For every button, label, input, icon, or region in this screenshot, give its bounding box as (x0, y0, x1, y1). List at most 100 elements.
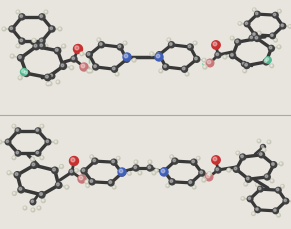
Circle shape (20, 39, 23, 42)
Circle shape (187, 44, 193, 50)
Circle shape (134, 160, 138, 164)
Circle shape (45, 11, 46, 12)
Circle shape (246, 177, 249, 180)
Circle shape (40, 44, 42, 46)
Circle shape (24, 71, 27, 74)
Circle shape (32, 209, 33, 210)
Circle shape (237, 152, 238, 153)
Circle shape (288, 25, 291, 28)
Circle shape (40, 193, 42, 195)
Circle shape (44, 44, 48, 48)
Circle shape (62, 44, 66, 48)
Circle shape (155, 169, 158, 172)
Circle shape (256, 183, 259, 186)
Circle shape (203, 59, 205, 60)
Circle shape (71, 158, 75, 162)
Circle shape (87, 69, 91, 73)
Circle shape (112, 160, 114, 163)
Circle shape (31, 162, 37, 168)
Circle shape (32, 38, 36, 42)
Circle shape (270, 179, 274, 183)
Circle shape (148, 166, 151, 169)
Circle shape (278, 10, 281, 13)
Circle shape (41, 125, 42, 127)
Circle shape (249, 35, 255, 41)
Circle shape (46, 140, 49, 143)
Circle shape (253, 33, 255, 35)
Circle shape (112, 67, 115, 70)
Circle shape (117, 157, 120, 160)
Circle shape (75, 46, 79, 50)
Circle shape (86, 184, 89, 188)
Circle shape (278, 46, 279, 47)
Circle shape (238, 22, 242, 25)
Circle shape (228, 169, 229, 171)
Circle shape (157, 53, 160, 55)
Circle shape (54, 47, 61, 54)
Circle shape (20, 68, 28, 76)
Circle shape (100, 43, 102, 45)
Circle shape (113, 186, 115, 188)
Circle shape (19, 38, 25, 44)
Circle shape (246, 176, 251, 182)
Circle shape (93, 159, 95, 162)
Circle shape (213, 157, 217, 161)
Circle shape (207, 60, 211, 64)
Circle shape (212, 156, 220, 164)
Circle shape (169, 179, 175, 185)
Circle shape (239, 22, 240, 24)
Circle shape (40, 124, 44, 128)
Circle shape (41, 157, 42, 158)
Circle shape (233, 166, 239, 172)
Circle shape (278, 214, 279, 215)
Circle shape (269, 46, 272, 49)
Circle shape (160, 70, 161, 71)
Circle shape (58, 27, 62, 31)
Circle shape (276, 188, 279, 191)
Circle shape (10, 27, 13, 30)
Circle shape (203, 179, 204, 180)
Circle shape (19, 56, 22, 58)
Circle shape (14, 172, 21, 178)
Circle shape (31, 158, 33, 160)
Circle shape (259, 153, 262, 155)
Circle shape (204, 66, 205, 67)
Circle shape (7, 171, 11, 175)
Circle shape (80, 63, 88, 71)
Circle shape (185, 72, 189, 76)
Circle shape (280, 163, 282, 164)
Circle shape (205, 173, 213, 181)
Circle shape (98, 42, 104, 48)
Circle shape (13, 192, 16, 195)
Circle shape (248, 197, 251, 199)
Circle shape (60, 63, 66, 69)
Circle shape (13, 192, 15, 194)
Circle shape (33, 43, 40, 50)
Circle shape (91, 156, 92, 157)
Circle shape (230, 54, 233, 56)
Circle shape (8, 172, 9, 173)
Circle shape (2, 27, 6, 31)
Circle shape (168, 39, 169, 40)
Circle shape (196, 157, 200, 160)
Circle shape (15, 128, 21, 134)
Circle shape (71, 67, 72, 68)
Circle shape (12, 124, 16, 128)
Circle shape (81, 64, 85, 68)
Circle shape (189, 181, 192, 183)
Circle shape (168, 42, 175, 48)
Circle shape (57, 81, 58, 82)
Circle shape (111, 66, 118, 72)
Circle shape (172, 158, 178, 164)
Circle shape (149, 161, 150, 162)
Circle shape (39, 43, 45, 49)
Circle shape (202, 178, 206, 182)
Circle shape (193, 185, 196, 189)
Circle shape (119, 169, 123, 173)
Circle shape (31, 200, 33, 203)
Circle shape (255, 207, 260, 213)
Circle shape (35, 150, 41, 156)
Circle shape (16, 44, 20, 48)
Circle shape (123, 41, 127, 45)
Circle shape (45, 45, 46, 46)
